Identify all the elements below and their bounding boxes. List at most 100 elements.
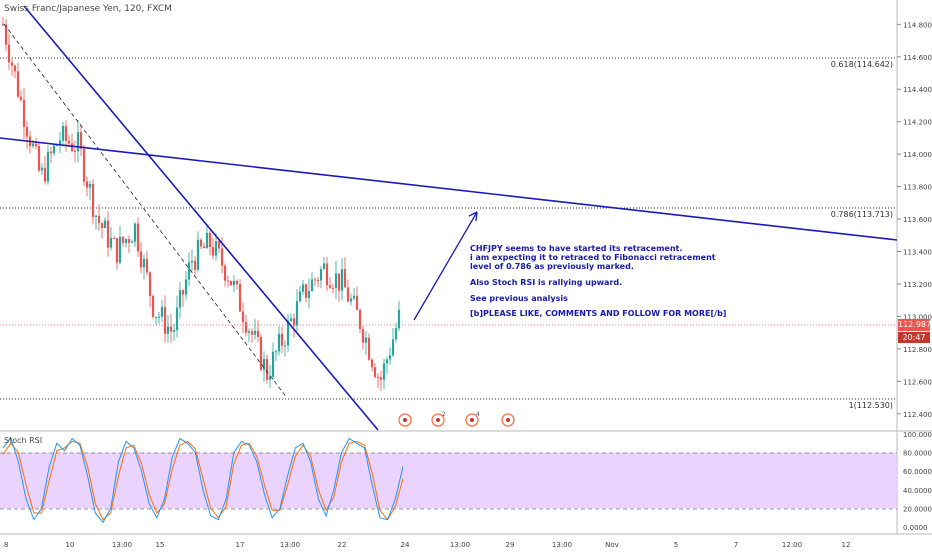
candle-body — [298, 291, 302, 302]
price-axis[interactable]: 114.800 114.600 114.400 114.200 114.000 113.8… — [897, 21, 932, 419]
candle-body — [172, 330, 176, 332]
candle-body — [325, 263, 329, 286]
candle-body — [79, 132, 83, 149]
candle-body — [205, 232, 209, 249]
candle-body — [178, 290, 182, 308]
candle-body — [25, 126, 29, 137]
candle-body — [283, 345, 287, 347]
candle-body — [151, 295, 155, 317]
fib-label-1: 1(112.530) — [849, 401, 893, 410]
oscillator-title: Stoch RSI — [4, 436, 43, 445]
oscillator-axis[interactable]: 100.0000 80.0000 60.0000 40.0000 20.0000 0.00… — [903, 431, 932, 532]
candle-body — [34, 143, 38, 147]
candle-body — [271, 351, 275, 377]
candle-body — [22, 100, 26, 127]
candle-body — [196, 239, 200, 270]
event-marker[interactable] — [398, 413, 412, 427]
candle-body — [295, 301, 299, 326]
time-tick-label: 29 — [506, 541, 515, 549]
candle-body — [109, 237, 113, 248]
candle-body — [166, 326, 170, 334]
price-tick-label: 114.600 — [903, 54, 932, 62]
candle-body — [241, 311, 245, 323]
candle-body — [133, 223, 137, 242]
candle-body — [286, 320, 290, 346]
candle-body — [121, 236, 125, 243]
oscillator-tick-label: 80.0000 — [903, 450, 932, 458]
event-marker[interactable] — [501, 413, 515, 427]
candle-body — [223, 265, 227, 281]
candle-body — [376, 377, 380, 379]
event-markers: 2 4 — [398, 411, 515, 427]
dashed-diagonal[interactable] — [3, 23, 288, 399]
candle-body — [343, 269, 347, 288]
candle-body — [184, 279, 188, 295]
candle-body — [331, 287, 335, 289]
candle-body — [310, 279, 314, 292]
candle-body — [154, 316, 158, 318]
candle-body — [253, 330, 257, 335]
candle-body — [10, 62, 14, 66]
candle-body — [127, 239, 131, 243]
annotation-line-2[interactable]: i am expecting it to retraced to Fibonac… — [470, 253, 716, 262]
resistance-trendline[interactable] — [0, 137, 898, 241]
candle-body — [319, 269, 323, 281]
candle-body — [370, 359, 374, 368]
candle-body — [76, 132, 80, 152]
time-tick-label: Nov — [605, 541, 619, 549]
candle-body — [40, 167, 44, 171]
candle-body — [148, 272, 152, 296]
candle-body — [85, 181, 89, 188]
candle-body — [328, 285, 332, 288]
candle-body — [97, 215, 101, 224]
candle-body — [139, 251, 143, 268]
time-tick-label: 12 — [842, 541, 851, 549]
candle-body — [385, 359, 389, 364]
candle-body — [208, 232, 212, 248]
candle-body — [142, 258, 146, 268]
time-tick-label: 13:00 — [280, 541, 300, 549]
candle-body — [307, 291, 311, 298]
candle-body — [187, 262, 191, 280]
candle-body — [292, 318, 296, 326]
fib-label-0618: 0.618(114.642) — [831, 60, 893, 69]
candle-body — [244, 322, 248, 333]
candle-body — [31, 143, 35, 147]
candle-body — [304, 284, 308, 298]
candle-body — [88, 183, 92, 188]
candle-body — [382, 363, 386, 380]
event-marker[interactable]: 2 — [431, 411, 446, 427]
candle-body — [232, 280, 236, 286]
candle-body — [1, 24, 5, 26]
annotation-line-1[interactable]: CHFJPY seems to have started its retrace… — [470, 244, 683, 253]
candle-body — [313, 279, 317, 281]
price-tick-label: 113.600 — [903, 216, 932, 224]
time-tick-label: 13:00 — [450, 541, 470, 549]
candle-body — [367, 337, 371, 360]
descending-trendline[interactable] — [23, 5, 379, 431]
annotation-line-5[interactable]: See previous analysis — [470, 294, 568, 303]
candle-body — [70, 143, 74, 151]
candle-body — [256, 330, 260, 337]
annotation-line-3[interactable]: level of 0.786 as previously marked. — [470, 262, 634, 271]
candle-body — [106, 220, 110, 248]
time-tick-label: 7 — [734, 541, 738, 549]
event-marker[interactable]: 4 — [465, 411, 480, 427]
time-axis[interactable]: 8 10 13:00 15 17 13:00 22 24 13:00 29 13:00 Nov 5 7 12… — [4, 541, 850, 549]
annotation-line-4[interactable]: Also Stoch RSI is rallying upward. — [470, 278, 623, 287]
price-tick-label: 113.800 — [903, 184, 932, 192]
candle-body — [160, 306, 164, 317]
oscillator-tick-label: 0.0000 — [903, 524, 928, 532]
candle-body — [67, 140, 71, 144]
candle-body — [373, 367, 377, 378]
candle-body — [55, 144, 59, 146]
annotation-line-6[interactable]: [b]PLEASE LIKE, COMMENTS AND FOLLOW FOR … — [470, 309, 727, 318]
projection-arrow[interactable] — [413, 211, 478, 321]
main-pane[interactable] — [0, 0, 897, 430]
candle-body — [4, 24, 8, 45]
candle-body — [220, 248, 224, 266]
price-tick-label: 113.000 — [903, 313, 932, 321]
candle-body — [73, 150, 77, 152]
candle-body — [181, 290, 185, 295]
